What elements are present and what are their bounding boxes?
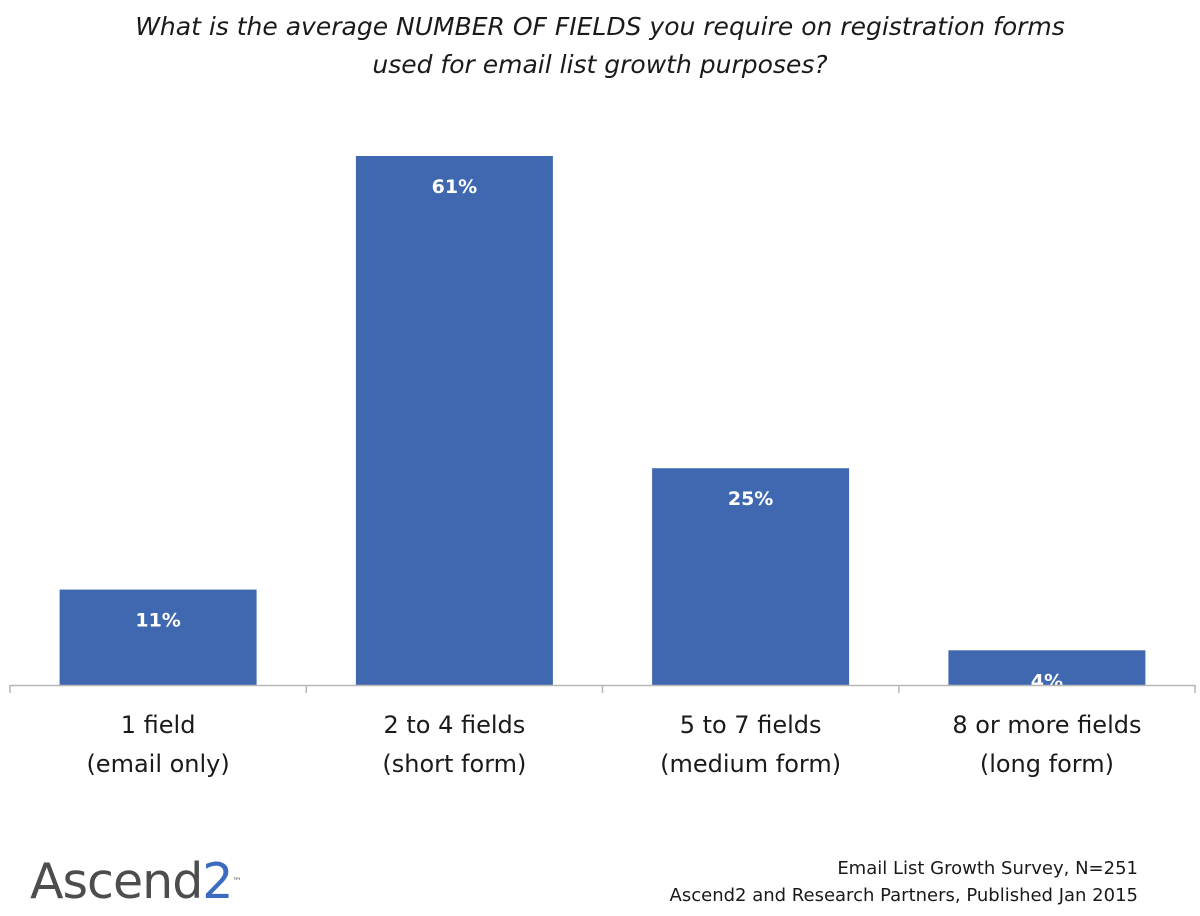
category-label-3-line-2: (medium form) bbox=[660, 750, 841, 778]
logo-text: Ascend bbox=[30, 853, 203, 910]
bar-value-label-3: 25% bbox=[728, 488, 773, 510]
bar-2 bbox=[355, 156, 553, 685]
source-line-1: Email List Growth Survey, N=251 bbox=[837, 858, 1138, 879]
ascend2-logo: Ascend2™ bbox=[30, 852, 241, 912]
category-label-2-line-1: 2 to 4 fields bbox=[383, 711, 525, 739]
logo-digit: 2 bbox=[202, 853, 233, 910]
chart-title-line-1: What is the average NUMBER OF FIELDS you… bbox=[135, 12, 1065, 41]
bar-4 bbox=[948, 650, 1146, 685]
category-label-1-line-2: (email only) bbox=[86, 750, 229, 778]
category-label-4-line-1: 8 or more fields bbox=[952, 711, 1141, 739]
source-note: Email List Growth Survey, N=251 Ascend2 … bbox=[670, 855, 1138, 909]
bar-3 bbox=[652, 468, 850, 685]
logo-trademark: ™ bbox=[232, 877, 242, 887]
chart-title: What is the average NUMBER OF FIELDS you… bbox=[0, 8, 1200, 84]
category-label-2-line-2: (short form) bbox=[382, 750, 526, 778]
bar-value-label-4: 4% bbox=[1031, 670, 1063, 692]
category-label-4-line-2: (long form) bbox=[980, 750, 1114, 778]
category-label-1-line-1: 1 field bbox=[121, 711, 196, 739]
bar-value-label-1: 11% bbox=[135, 610, 180, 632]
category-label-3-line-1: 5 to 7 fields bbox=[680, 711, 822, 739]
bar-1 bbox=[59, 589, 257, 685]
bar-value-label-2: 61% bbox=[432, 176, 477, 198]
source-line-2: Ascend2 and Research Partners, Published… bbox=[669, 885, 1138, 906]
chart-title-line-2: used for email list growth purposes? bbox=[372, 50, 828, 79]
